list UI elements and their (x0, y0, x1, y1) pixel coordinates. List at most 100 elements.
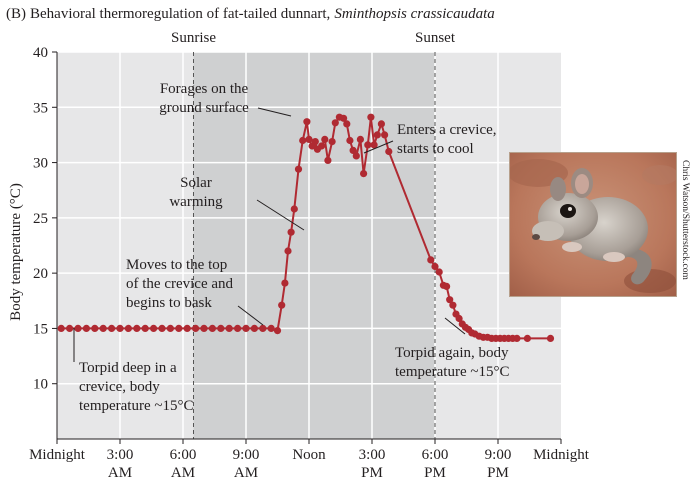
data-point (431, 262, 439, 271)
data-point (284, 247, 292, 255)
y-axis-label: Body temperature (°C) (8, 183, 24, 321)
data-point (175, 324, 183, 332)
data-point (449, 301, 457, 309)
annotation-torpid-deep-line-3: temperature ~15°C (79, 398, 194, 414)
data-point (303, 118, 311, 126)
data-point (546, 334, 555, 342)
data-point (250, 324, 258, 332)
x-tick-sublabel-6: AM (171, 465, 195, 480)
data-point (74, 324, 82, 332)
annotation-forages-line-1: Forages on the (160, 81, 249, 97)
data-point (381, 131, 389, 139)
x-tick-sublabel-21: PM (487, 465, 509, 480)
data-point (273, 327, 282, 335)
x-tick-label-9: 9:00 (233, 447, 260, 463)
annotation-torpid-deep-line-2: crevice, body (79, 379, 160, 395)
title-main: Behavioral thermoregulation of fat-taile… (30, 6, 330, 22)
data-point (443, 282, 451, 290)
y-tick-label-40: 40 (33, 45, 48, 61)
sunrise-sunset-markers: Sunrise Sunset (171, 30, 456, 439)
x-tick-label-0: Midnight (29, 447, 86, 463)
annotation-solar-warming-line-2: warming (169, 194, 223, 210)
data-point (356, 135, 364, 143)
data-point (259, 324, 267, 332)
y-tick-label-25: 25 (33, 211, 48, 227)
y-tick-label-20: 20 (33, 266, 48, 282)
data-point (305, 135, 313, 143)
x-tick-label-3: 3:00 (107, 447, 134, 463)
data-point (385, 147, 393, 156)
dunnart-photo (509, 152, 677, 297)
data-point (287, 228, 295, 236)
data-point (133, 324, 141, 332)
data-point (321, 135, 329, 143)
data-point (435, 268, 443, 276)
data-point (294, 165, 303, 173)
data-point (150, 324, 158, 332)
annotation-solar-warming-line-1: Solar (180, 175, 212, 191)
annotation-moves-to-bask-line-1: Moves to the top (126, 257, 227, 273)
plot-area: Sunrise Sunset 10 15 20 25 30 35 40 Midnight 3:00… (29, 30, 590, 480)
data-point (367, 113, 375, 121)
data-point (331, 119, 339, 127)
y-tick-label-10: 10 (33, 377, 48, 393)
data-point (200, 324, 208, 332)
y-tick-label-35: 35 (33, 100, 48, 116)
dunnart-illustration (510, 153, 676, 296)
data-point (328, 138, 336, 146)
data-point (91, 324, 99, 332)
y-tick-label-30: 30 (33, 156, 48, 172)
x-tick-label-18: 6:00 (422, 447, 449, 463)
data-point (290, 205, 298, 213)
data-point (267, 324, 275, 332)
annotation-enters-crevice-line-1: Enters a crevice, (397, 122, 497, 138)
photo-credit: Chris Watson/Shutterstock.com (680, 160, 690, 280)
dunnart-tail (620, 248, 652, 285)
dunnart-eye (560, 204, 576, 218)
marker-label-sunrise: Sunrise (171, 30, 216, 46)
data-point (108, 324, 116, 332)
leader-forages (257, 107, 292, 117)
data-point (324, 156, 332, 164)
data-point (234, 324, 242, 332)
data-point (360, 170, 368, 178)
data-point (166, 324, 174, 332)
daylight-band (193, 52, 435, 439)
annotation-leader-lines (73, 107, 466, 362)
data-point (364, 141, 372, 149)
annotation-enters-crevice-line-2: starts to cool (397, 141, 474, 157)
x-tick-label-24: Midnight (533, 447, 590, 463)
data-point (225, 324, 233, 332)
data-point (455, 314, 463, 323)
axes: 10 15 20 25 30 35 40 Midnight 3:00 AM 6:00 AM 9:00 AM… (29, 45, 590, 480)
annotation-torpid-deep-line-1: Torpid deep in a (79, 360, 177, 376)
data-point (116, 324, 124, 332)
leader-solar-warming (256, 199, 305, 231)
annotation-torpid-again-line-2: temperature ~15°C (395, 364, 510, 380)
data-point (318, 142, 326, 150)
annotation-moves-to-bask-line-2: of the crevice and (126, 276, 234, 292)
data-point (299, 136, 307, 145)
data-point (82, 324, 90, 332)
data-point (446, 296, 454, 304)
data-point (124, 324, 132, 332)
annotation-moves-to-bask-line-3: begins to bask (126, 295, 212, 311)
data-point (343, 120, 351, 128)
leader-moves-to-bask (237, 305, 264, 326)
data-point (183, 324, 191, 332)
panel-label: (B) (6, 6, 26, 22)
x-tick-label-12: Noon (292, 447, 326, 463)
x-tick-label-21: 9:00 (485, 447, 512, 463)
data-point (66, 324, 74, 332)
data-point (158, 324, 166, 332)
x-tick-sublabel-9: AM (234, 465, 258, 480)
data-point (373, 131, 381, 139)
annotations: Forages on the ground surface Enters a cre… (79, 81, 510, 414)
data-point (281, 279, 289, 287)
y-tick-label-15: 15 (33, 321, 48, 337)
x-tick-label-15: 3:00 (359, 447, 386, 463)
leader-torpid-again (444, 317, 466, 335)
data-point (278, 301, 286, 309)
annotation-torpid-again-line-1: Torpid again, body (395, 345, 509, 361)
